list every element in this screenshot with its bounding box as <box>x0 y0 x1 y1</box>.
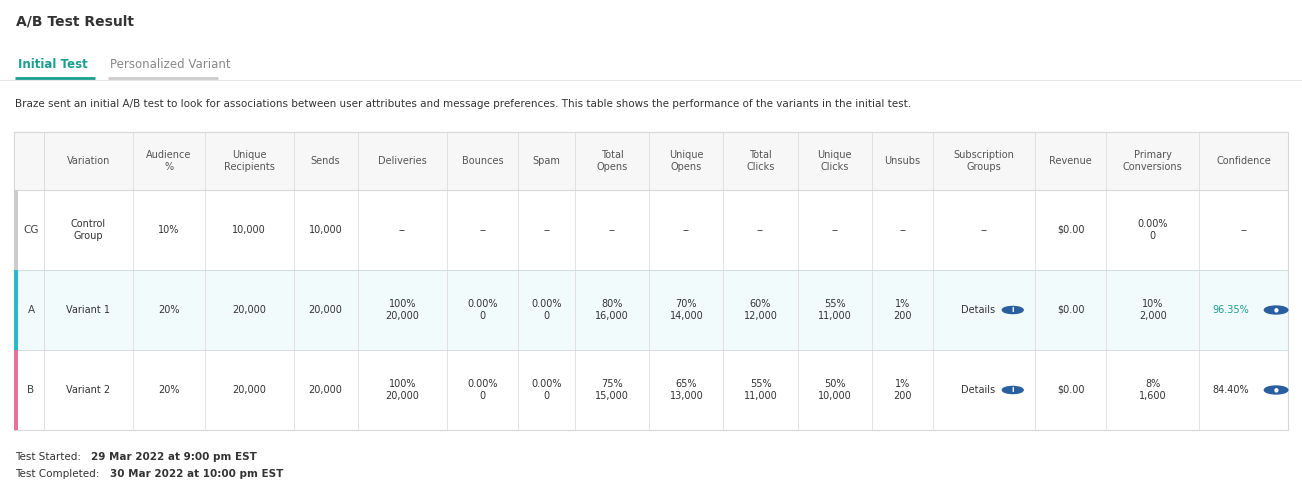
Text: Unique
Opens: Unique Opens <box>669 150 703 172</box>
Text: ●: ● <box>1273 388 1279 393</box>
Text: $0.00: $0.00 <box>1057 385 1085 395</box>
Text: --: -- <box>609 225 616 235</box>
Text: --: -- <box>479 225 486 235</box>
Text: 96.35%: 96.35% <box>1212 305 1249 315</box>
Text: Subscription
Groups: Subscription Groups <box>953 150 1014 172</box>
Circle shape <box>1003 306 1023 314</box>
Text: Control
Group: Control Group <box>70 219 105 241</box>
Circle shape <box>1003 386 1023 393</box>
Text: Revenue: Revenue <box>1049 156 1092 166</box>
Text: Details: Details <box>961 385 995 395</box>
Text: --: -- <box>543 225 551 235</box>
Text: i: i <box>1012 307 1014 313</box>
Text: 65%
13,000: 65% 13,000 <box>669 379 703 401</box>
Bar <box>14 190 1288 270</box>
Text: 1%
200: 1% 200 <box>893 299 911 321</box>
Text: 0.00%
0: 0.00% 0 <box>1138 219 1168 241</box>
Text: Primary
Conversions: Primary Conversions <box>1122 150 1182 172</box>
Bar <box>14 350 1288 430</box>
Text: Variant 1: Variant 1 <box>66 305 111 315</box>
Text: 80%
16,000: 80% 16,000 <box>595 299 629 321</box>
Text: --: -- <box>900 225 906 235</box>
Text: Test Started:: Test Started: <box>16 452 85 462</box>
Bar <box>14 270 18 350</box>
Text: ●: ● <box>1273 307 1279 313</box>
Text: 0.00%
0: 0.00% 0 <box>531 379 562 401</box>
Text: 55%
11,000: 55% 11,000 <box>818 299 852 321</box>
Text: Total
Opens: Total Opens <box>596 150 628 172</box>
Text: 10%: 10% <box>158 225 180 235</box>
Text: Initial Test: Initial Test <box>18 58 87 71</box>
Text: 0.00%
0: 0.00% 0 <box>467 379 497 401</box>
Text: Unique
Recipients: Unique Recipients <box>224 150 275 172</box>
Text: --: -- <box>1240 225 1247 235</box>
Text: 75%
15,000: 75% 15,000 <box>595 379 629 401</box>
Text: Personalized Variant: Personalized Variant <box>109 58 230 71</box>
Text: Braze sent an initial A/B test to look for associations between user attributes : Braze sent an initial A/B test to look f… <box>16 99 911 109</box>
Bar <box>14 270 1288 350</box>
Text: Bounces: Bounces <box>462 156 504 166</box>
Text: 29 Mar 2022 at 9:00 pm EST: 29 Mar 2022 at 9:00 pm EST <box>91 452 256 462</box>
Text: 10,000: 10,000 <box>309 225 342 235</box>
Text: Variant 2: Variant 2 <box>66 385 111 395</box>
Text: Spam: Spam <box>533 156 561 166</box>
Text: Unsubs: Unsubs <box>884 156 921 166</box>
Text: --: -- <box>398 225 406 235</box>
Text: Deliveries: Deliveries <box>378 156 427 166</box>
Text: Details: Details <box>961 305 995 315</box>
Text: $0.00: $0.00 <box>1057 225 1085 235</box>
Text: Sends: Sends <box>311 156 340 166</box>
Text: 20,000: 20,000 <box>232 385 266 395</box>
Text: 84.40%: 84.40% <box>1212 385 1249 395</box>
Text: --: -- <box>682 225 690 235</box>
Text: 10%
2,000: 10% 2,000 <box>1139 299 1167 321</box>
Circle shape <box>1264 306 1288 314</box>
Bar <box>14 350 18 430</box>
Text: 20%: 20% <box>158 305 180 315</box>
Text: --: -- <box>831 225 838 235</box>
Text: A: A <box>27 305 35 315</box>
Text: --: -- <box>980 225 988 235</box>
Text: A/B Test Result: A/B Test Result <box>16 15 134 29</box>
Text: $0.00: $0.00 <box>1057 305 1085 315</box>
Text: B: B <box>27 385 35 395</box>
Text: CG: CG <box>23 225 39 235</box>
Text: 0.00%
0: 0.00% 0 <box>531 299 562 321</box>
Text: 0.00%
0: 0.00% 0 <box>467 299 497 321</box>
Text: 60%
12,000: 60% 12,000 <box>743 299 777 321</box>
Text: 100%
20,000: 100% 20,000 <box>385 299 419 321</box>
Text: 20,000: 20,000 <box>309 385 342 395</box>
Text: 50%
10,000: 50% 10,000 <box>818 379 852 401</box>
Text: 20%: 20% <box>158 385 180 395</box>
Text: 1%
200: 1% 200 <box>893 379 911 401</box>
Text: 8%
1,600: 8% 1,600 <box>1139 379 1167 401</box>
Text: 10,000: 10,000 <box>232 225 266 235</box>
Text: 30 Mar 2022 at 10:00 pm EST: 30 Mar 2022 at 10:00 pm EST <box>111 469 284 479</box>
Text: 100%
20,000: 100% 20,000 <box>385 379 419 401</box>
Text: Total
Clicks: Total Clicks <box>746 150 775 172</box>
Text: i: i <box>1012 387 1014 393</box>
Text: --: -- <box>756 225 764 235</box>
Bar <box>14 190 18 270</box>
Bar <box>14 132 1288 190</box>
Text: Confidence: Confidence <box>1216 156 1271 166</box>
Text: 55%
11,000: 55% 11,000 <box>743 379 777 401</box>
Text: 20,000: 20,000 <box>309 305 342 315</box>
Text: 20,000: 20,000 <box>232 305 266 315</box>
Text: Unique
Clicks: Unique Clicks <box>818 150 852 172</box>
Circle shape <box>1264 386 1288 394</box>
Text: Test Completed:: Test Completed: <box>16 469 103 479</box>
Text: Variation: Variation <box>66 156 111 166</box>
Text: 70%
14,000: 70% 14,000 <box>669 299 703 321</box>
Text: Audience
%: Audience % <box>146 150 191 172</box>
